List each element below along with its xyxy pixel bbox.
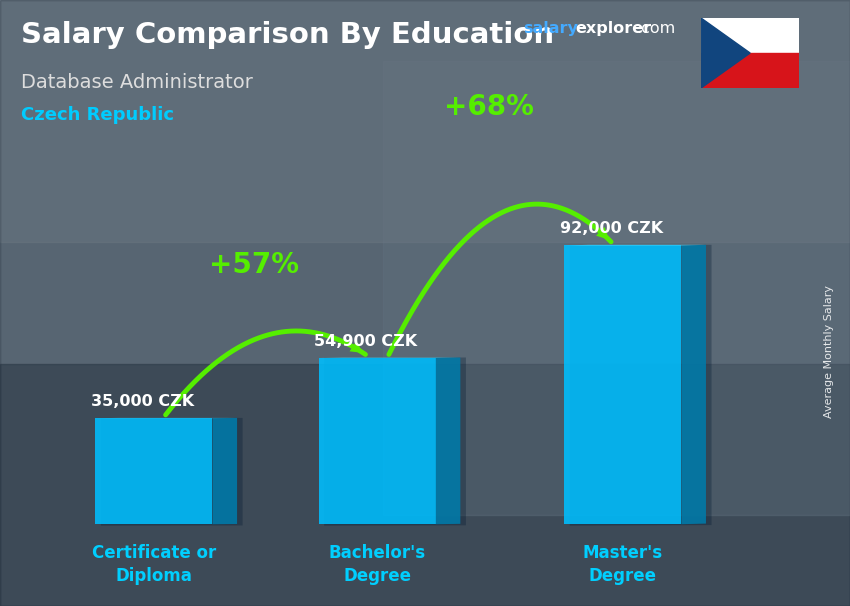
- Polygon shape: [319, 358, 436, 524]
- Polygon shape: [101, 418, 242, 525]
- Polygon shape: [324, 358, 466, 525]
- Polygon shape: [701, 18, 750, 88]
- Text: salary: salary: [523, 21, 578, 36]
- Bar: [701, 53, 799, 88]
- Bar: [382, 61, 850, 515]
- Text: Database Administrator: Database Administrator: [21, 73, 253, 92]
- Text: Average Monthly Salary: Average Monthly Salary: [824, 285, 834, 418]
- Text: Czech Republic: Czech Republic: [21, 106, 174, 124]
- Text: 54,900 CZK: 54,900 CZK: [314, 334, 417, 349]
- Text: +68%: +68%: [444, 93, 534, 121]
- Polygon shape: [436, 358, 461, 524]
- Text: 35,000 CZK: 35,000 CZK: [91, 395, 195, 410]
- Bar: [0, 0, 850, 242]
- Text: Salary Comparison By Education: Salary Comparison By Education: [21, 21, 554, 49]
- Bar: [701, 18, 799, 53]
- Bar: [0, 364, 850, 606]
- Polygon shape: [95, 418, 212, 524]
- Text: 92,000 CZK: 92,000 CZK: [560, 221, 663, 236]
- Polygon shape: [682, 245, 706, 524]
- Text: .com: .com: [636, 21, 675, 36]
- Text: +57%: +57%: [209, 251, 299, 279]
- Polygon shape: [570, 245, 711, 525]
- Text: explorer: explorer: [575, 21, 652, 36]
- Polygon shape: [212, 418, 237, 524]
- Polygon shape: [564, 245, 682, 524]
